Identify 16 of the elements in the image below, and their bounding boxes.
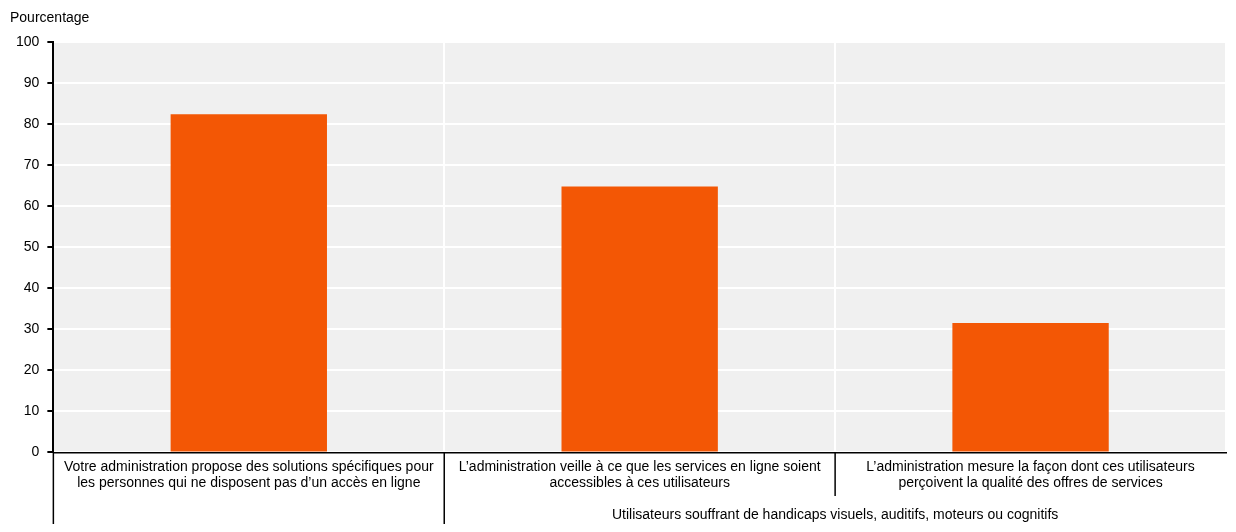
text: Utilisateurs souffrant de handicaps visuels, auditifs, moteurs ou cognitifs: [611, 505, 1059, 522]
y-tick-label: 70: [23, 155, 40, 172]
y-tick-label: 40: [23, 279, 40, 296]
x-tick-label: L’administration veille à ce que les services en ligne soient accessibles à ces utilisateurs: [458, 457, 821, 491]
y-axis-title: Pourcentage: [10, 9, 90, 25]
y-tick-label: 20: [23, 361, 40, 378]
x-tick-label: L’administration mesure la façon dont ces utilisateurs perçoivent la qualité des offres de services: [866, 457, 1195, 491]
y-tick-label: 50: [23, 238, 40, 255]
y-tick-label: 30: [23, 320, 40, 337]
y-tick-label: 90: [23, 73, 40, 90]
y-tick-label: 60: [23, 197, 40, 214]
y-tick-label: 100: [16, 32, 40, 49]
y-tick-label: 80: [23, 114, 40, 131]
y-tick-label: 0: [31, 443, 40, 460]
y-tick-label: 10: [23, 402, 40, 419]
x-tick-label: Votre administration propose des solutions spécifiques pour les personnes qui ne disposent pas d’un accès en ligne: [63, 457, 434, 491]
